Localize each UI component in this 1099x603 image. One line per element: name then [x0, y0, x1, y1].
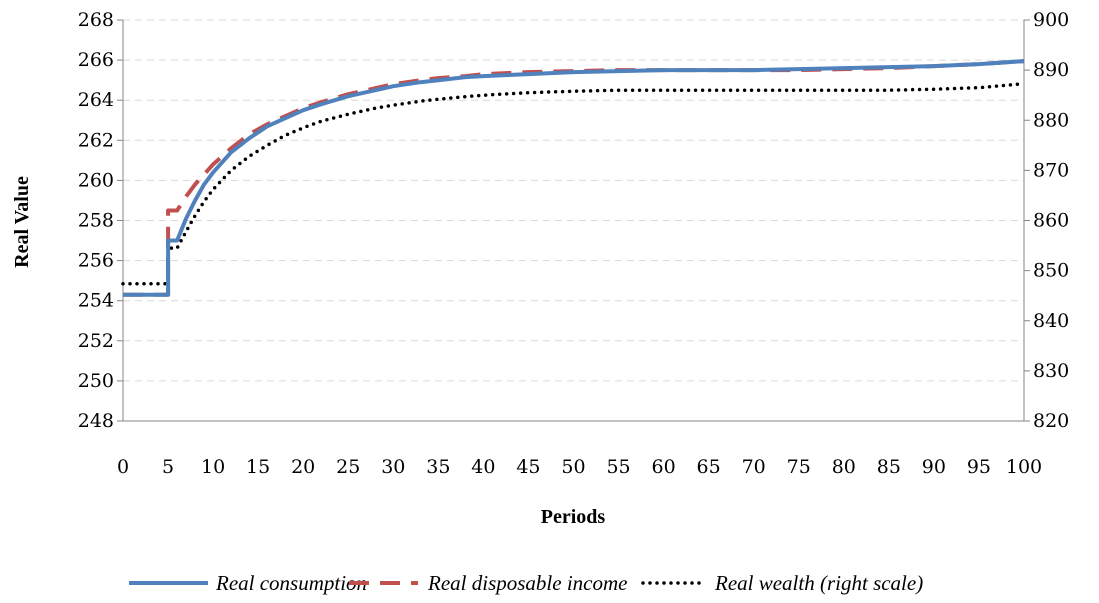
left-y-tick-label: 256 [78, 250, 114, 272]
right-y-tick-label: 890 [1033, 59, 1069, 81]
left-y-tick-label: 248 [78, 410, 114, 432]
x-tick-label: 5 [162, 456, 174, 478]
x-tick-label: 70 [742, 456, 766, 478]
x-tick-label: 20 [291, 456, 315, 478]
legend-label: Real consumption [215, 571, 367, 595]
x-tick-label: 45 [516, 456, 540, 478]
x-tick-label: 75 [787, 456, 811, 478]
x-tick-label: 30 [381, 456, 405, 478]
left-y-tick-label: 252 [78, 330, 114, 352]
x-tick-label: 50 [561, 456, 585, 478]
x-tick-labels: 0 5 10 15 20 25 30 35 40 45 50 55 60 65 70 75 80 85 90 95 10… [117, 456, 1042, 478]
x-tick-label: 25 [336, 456, 360, 478]
x-tick-label: 65 [697, 456, 721, 478]
left-y-tick-label: 268 [78, 9, 114, 31]
right-y-tick-label: 830 [1033, 360, 1069, 382]
right-y-tick-labels: 820 830 840 850 860 870 880 890 900 [1024, 9, 1069, 432]
right-y-tick-label: 840 [1033, 310, 1069, 332]
legend: Real consumption Real disposable income Re… [129, 571, 923, 595]
left-y-tick-label: 266 [78, 49, 114, 71]
left-y-tick-label: 250 [78, 370, 114, 392]
left-y-tick-label: 258 [78, 210, 114, 232]
left-y-tick-label: 254 [78, 290, 114, 312]
x-tick-label: 10 [201, 456, 225, 478]
series-line-real-disposable-income [123, 59, 1025, 297]
legend-label: Real wealth (right scale) [714, 571, 923, 595]
right-y-tick-label: 870 [1033, 159, 1069, 181]
series-lines [121, 59, 1026, 297]
x-tick-label: 40 [471, 456, 495, 478]
series-line-real-consumption [123, 59, 1025, 297]
series-line-real-wealth-right-scale [121, 81, 1026, 286]
x-tick-label: 100 [1006, 456, 1042, 478]
x-tick-label: 0 [117, 456, 129, 478]
legend-label: Real disposable income [427, 571, 627, 595]
x-tick-label: 15 [246, 456, 270, 478]
x-tick-label: 80 [832, 456, 856, 478]
left-y-tick-label: 262 [78, 129, 114, 151]
x-tick-label: 35 [426, 456, 450, 478]
right-y-tick-label: 900 [1033, 9, 1069, 31]
y-axis-title: Real Value [11, 176, 33, 268]
right-y-tick-label: 850 [1033, 260, 1069, 282]
x-tick-label: 95 [967, 456, 991, 478]
right-y-tick-label: 860 [1033, 210, 1069, 232]
gridlines [123, 19, 1024, 382]
x-axis-title: Periods [541, 506, 606, 528]
x-tick-label: 90 [922, 456, 946, 478]
left-y-tick-labels: 248 250 252 254 256 258 260 262 264 266 268 [78, 9, 123, 432]
x-tick-label: 55 [606, 456, 630, 478]
x-tick-label: 60 [652, 456, 676, 478]
left-y-tick-label: 264 [78, 89, 114, 111]
right-y-tick-label: 880 [1033, 109, 1069, 131]
x-tick-label: 85 [877, 456, 901, 478]
left-y-tick-label: 260 [78, 169, 114, 191]
right-y-tick-label: 820 [1033, 410, 1069, 432]
